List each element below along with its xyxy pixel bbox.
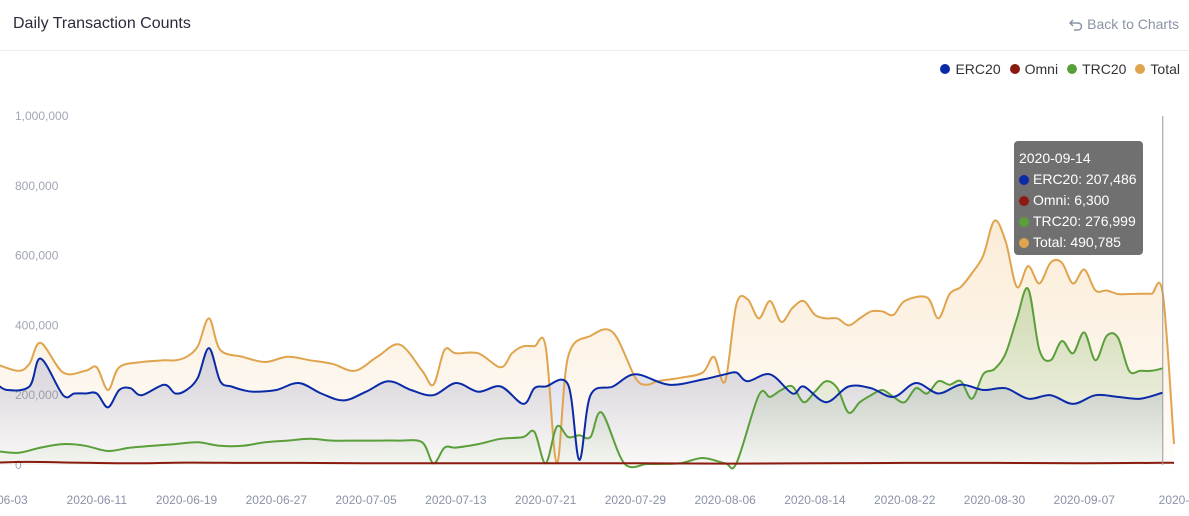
- y-tick-label: 800,000: [15, 179, 59, 193]
- tooltip-row-total: Total: 490,785: [1019, 232, 1138, 253]
- legend-item-total[interactable]: Total: [1135, 61, 1180, 77]
- tooltip-text-omni: Omni: 6,300: [1033, 192, 1110, 208]
- tooltip-marker-total: [1019, 237, 1029, 248]
- page-title: Daily Transaction Counts: [13, 15, 191, 32]
- legend-item-erc20[interactable]: ERC20: [940, 61, 1001, 77]
- chart-legend: ERC20 Omni TRC20 Total: [940, 61, 1180, 77]
- legend-label-total: Total: [1150, 61, 1180, 77]
- tooltip-row-omni: Omni: 6,300: [1019, 190, 1138, 211]
- back-to-charts-label: Back to Charts: [1087, 16, 1179, 32]
- y-tick-label: 400,000: [15, 318, 59, 332]
- hover-tooltip: 2020-09-14 ERC20: 207,486 Omni: 6,300 TR…: [1014, 141, 1143, 255]
- x-tick-label: 2020-06-19: [156, 493, 218, 507]
- tooltip-date: 2020-09-14: [1019, 150, 1091, 166]
- x-tick-label: 2020-: [1159, 493, 1189, 507]
- series-line-total[interactable]: [0, 219, 1175, 465]
- tooltip-marker-trc20: [1019, 216, 1029, 227]
- tooltip-text-total: Total: 490,785: [1033, 234, 1121, 250]
- x-tick-label: 2020-08-14: [784, 493, 846, 507]
- series-line-erc20[interactable]: [0, 347, 1164, 461]
- x-tick-label: 2020-06-27: [246, 493, 308, 507]
- x-tick-label: 0-06-03: [0, 493, 28, 507]
- legend-label-trc20: TRC20: [1082, 61, 1127, 77]
- chart-header: Daily Transaction Counts Back to Charts: [0, 0, 1189, 51]
- x-tick-label: 2020-08-30: [964, 493, 1026, 507]
- series-line-omni[interactable]: [0, 460, 1175, 465]
- tooltip-row-trc20: TRC20: 276,999: [1019, 211, 1138, 232]
- x-tick-label: 2020-07-13: [425, 493, 487, 507]
- area-erc20: [0, 348, 1163, 465]
- tooltip-text-trc20: TRC20: 276,999: [1033, 213, 1136, 229]
- x-tick-label: 2020-06-11: [67, 493, 128, 507]
- tooltip-marker-erc20: [1019, 174, 1029, 185]
- x-tick-label: 2020-09-07: [1054, 493, 1116, 507]
- legend-marker-omni: [1009, 64, 1020, 74]
- tooltip-text-erc20: ERC20: 207,486: [1033, 171, 1137, 187]
- legend-marker-total: [1135, 64, 1146, 74]
- x-tick-label: 2020-07-29: [605, 493, 667, 507]
- legend-item-trc20[interactable]: TRC20: [1067, 61, 1126, 77]
- tooltip-row-erc20: ERC20: 207,486: [1019, 169, 1138, 190]
- legend-marker-trc20: [1067, 64, 1078, 74]
- legend-label-omni: Omni: [1024, 61, 1059, 77]
- x-tick-label: 2020-07-05: [335, 493, 397, 507]
- y-tick-label: 600,000: [15, 249, 59, 263]
- x-tick-label: 2020-08-06: [694, 493, 756, 507]
- legend-item-omni[interactable]: Omni: [1009, 61, 1059, 77]
- tooltip-marker-omni: [1019, 195, 1029, 206]
- x-tick-label: 2020-07-21: [515, 493, 577, 507]
- undo-arrow-icon: [1069, 19, 1083, 31]
- legend-label-erc20: ERC20: [955, 61, 1001, 77]
- legend-marker-erc20: [940, 64, 951, 74]
- y-tick-label: 1,000,000: [15, 109, 69, 123]
- x-tick-label: 2020-08-22: [874, 493, 936, 507]
- back-to-charts-link[interactable]: Back to Charts: [1069, 16, 1179, 32]
